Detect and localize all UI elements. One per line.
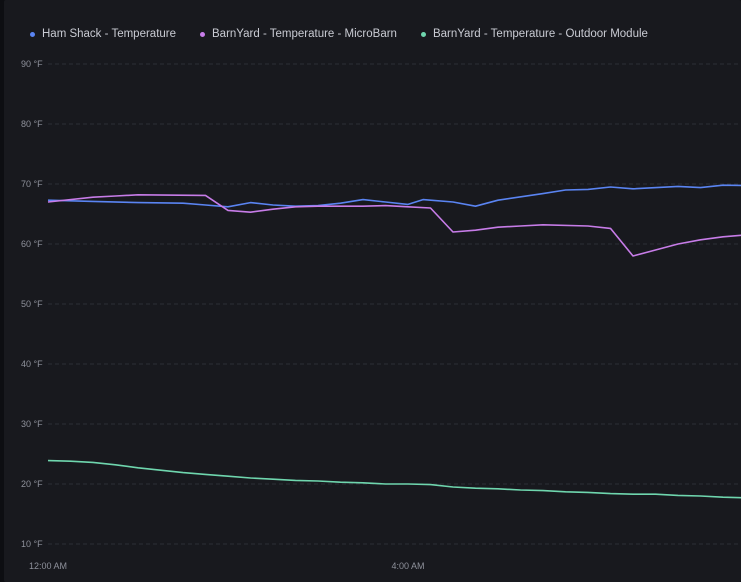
series-lines: [47, 158, 741, 499]
y-tick-label: 10 °F: [21, 539, 43, 549]
y-tick-label: 60 °F: [21, 239, 43, 249]
legend-label: Ham Shack - Temperature: [42, 28, 177, 40]
grid-lines: [48, 63, 741, 545]
y-axis-ticks: 10 °F 20 °F 30 °F 40 °F 50 °F 60 °F 70 °F 80 °F…: [21, 59, 43, 549]
y-tick-label: 40 °F: [21, 359, 43, 369]
x-tick-label: 4:00 AM: [391, 561, 424, 571]
legend-item-ham-shack[interactable]: Ham Shack - Temperature: [30, 28, 176, 40]
legend-label: BarnYard - Temperature - MicroBarn: [212, 28, 397, 40]
x-axis-ticks: 12:00 AM4:00 AM8:00 AM12:00 PM: [29, 561, 425, 571]
y-tick-label: 80 °F: [21, 119, 43, 129]
series-line-1[interactable]: [47, 158, 741, 262]
y-tick-label: 30 °F: [21, 419, 43, 429]
legend-dot-icon: [420, 31, 426, 37]
legend-item-outdoor-module[interactable]: BarnYard - Temperature - Outdoor Module: [420, 28, 648, 40]
chart-legend: Ham Shack - Temperature BarnYard - Tempe…: [30, 26, 648, 42]
y-tick-label: 50 °F: [21, 299, 43, 309]
y-tick-label: 70 °F: [21, 179, 43, 189]
legend-label: BarnYard - Temperature - Outdoor Module: [432, 28, 648, 40]
series-line-0[interactable]: [47, 174, 741, 208]
x-tick-label: 12:00 AM: [29, 561, 67, 571]
legend-dot-icon: [30, 31, 35, 37]
chart-panel: Ham Shack - Temperature BarnYard - Tempe…: [4, 0, 741, 582]
y-tick-label: 20 °F: [21, 479, 43, 489]
legend-item-microbarn[interactable]: BarnYard - Temperature - MicroBarn: [200, 28, 397, 40]
series-line-2[interactable]: [47, 335, 741, 499]
legend-dot-icon: [200, 31, 206, 37]
y-tick-label: 90 °F: [21, 59, 43, 69]
